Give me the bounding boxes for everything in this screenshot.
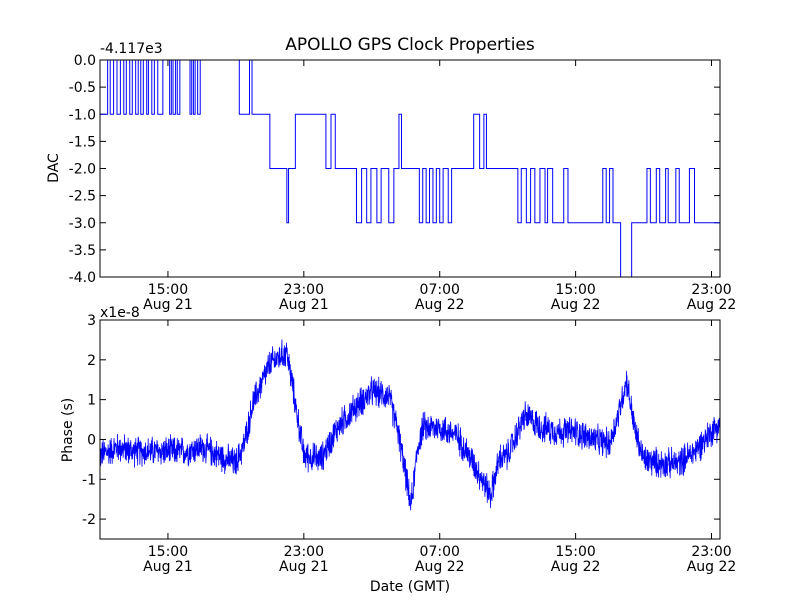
phase-x-tick-date: Aug 21 [143, 559, 193, 575]
dac-y-tick-label: -1.0 [69, 107, 96, 123]
phase-x-tick-time: 07:00 [420, 544, 460, 560]
phase-y-tick-label: 3 [87, 313, 96, 329]
dac-series-line [100, 59, 720, 278]
phase-y-tick-label: -2 [82, 512, 96, 528]
dac-y-tick-label: -2.0 [69, 162, 96, 178]
dac-ticks: 0.0 -0.5 -1.0 -1.5 -2.0 -2.5 -3.0 -3.5 -4.0 15:00… [69, 53, 737, 313]
phase-x-tick-date: Aug 21 [279, 559, 329, 575]
dac-x-tick-time: 15:00 [148, 282, 188, 298]
phase-x-tick-time: 23:00 [284, 544, 324, 560]
phase-scale-label: x1e-8 [100, 305, 140, 321]
dac-x-tick-time: 07:00 [420, 282, 460, 298]
dac-offset-label: -4.117e3 [100, 41, 163, 57]
phase-x-tick-date: Aug 22 [551, 559, 601, 575]
dac-x-tick-time: 23:00 [284, 282, 324, 298]
dac-y-tick-label: -1.5 [69, 134, 96, 150]
dac-y-tick-label: -2.5 [69, 189, 96, 205]
phase-y-tick-label: 1 [87, 393, 96, 409]
x-axis-label: Date (GMT) [370, 579, 450, 595]
phase-x-tick-date: Aug 22 [687, 559, 737, 575]
dac-y-tick-label: -3.0 [69, 216, 96, 232]
phase-series-line [99, 339, 721, 511]
dac-y-axis-label: DAC [46, 153, 62, 183]
phase-x-tick-date: Aug 22 [415, 559, 465, 575]
dac-x-tick-date: Aug 22 [415, 297, 465, 313]
dac-y-tick-label: -4.0 [69, 270, 96, 286]
phase-x-tick-time: 15:00 [148, 544, 188, 560]
dac-x-tick-date: Aug 22 [551, 297, 601, 313]
dac-y-tick-label: -3.5 [69, 243, 96, 259]
phase-y-tick-label: -1 [82, 472, 96, 488]
phase-y-tick-label: 0 [87, 432, 96, 448]
dac-plot-frame [99, 59, 721, 278]
dac-x-tick-date: Aug 21 [143, 297, 193, 313]
dac-y-tick-label: 0.0 [74, 53, 96, 69]
phase-y-axis-label: Phase (s) [60, 398, 76, 462]
dac-x-tick-time: 15:00 [555, 282, 595, 298]
dac-x-tick-date: Aug 22 [687, 297, 737, 313]
figure-title: APOLLO GPS Clock Properties [285, 35, 535, 55]
phase-x-tick-time: 23:00 [691, 544, 731, 560]
dac-panel: 0.0 -0.5 -1.0 -1.5 -2.0 -2.5 -3.0 -3.5 -4.0 15:00… [46, 41, 736, 313]
dac-x-tick-date: Aug 21 [279, 297, 329, 313]
dac-x-tick-time: 23:00 [691, 282, 731, 298]
phase-x-tick-time: 15:00 [555, 544, 595, 560]
phase-plot-frame [99, 319, 721, 540]
dac-y-tick-label: -0.5 [69, 80, 96, 96]
phase-y-tick-label: 2 [87, 353, 96, 369]
